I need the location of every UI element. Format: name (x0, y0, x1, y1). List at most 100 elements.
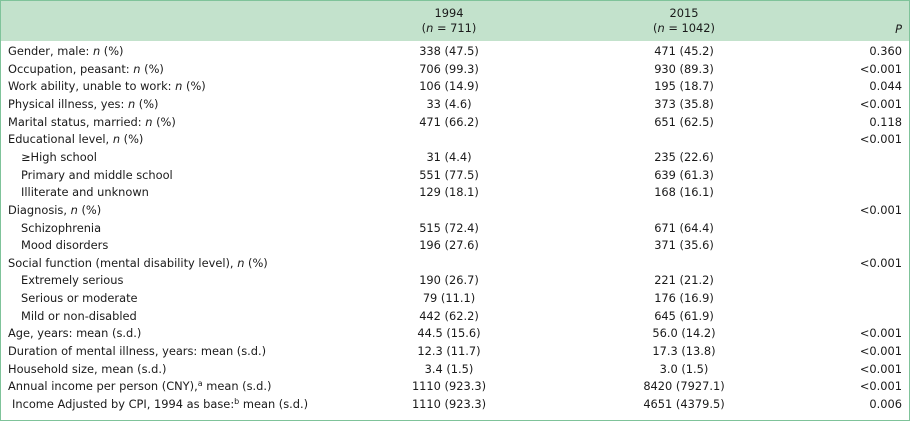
table-row: Gender, male: n (%) 338 (47.5) 471 (45.2) 0… (1, 43, 909, 61)
column-n: (n = 1042) (653, 21, 715, 35)
value-1994: 706 (99.3) (419, 61, 479, 76)
column-header-p: P (895, 22, 902, 36)
table-row: Schizophrenia 515 (72.4) 671 (64.4) (1, 220, 909, 238)
table-row: Income Adjusted by CPI, 1994 as base:b m… (1, 396, 909, 414)
value-2015: 17.3 (13.8) (652, 344, 716, 359)
table-row: Extremely serious 190 (26.7) 221 (21.2) (1, 272, 909, 290)
table-row: Age, years: mean (s.d.) 44.5 (15.6) 56.0 (… (1, 325, 909, 343)
table-row: Physical illness, yes: n (%) 33 (4.6) 373 … (1, 96, 909, 114)
p-value: <0.001 (859, 379, 902, 394)
value-1994: 33 (4.6) (426, 96, 472, 111)
table-row: Household size, mean (s.d.) 3.4 (1.5) 3.0 … (1, 361, 909, 379)
value-2015: 371 (35.6) (654, 238, 714, 253)
table-row: Social function (mental disability level… (1, 255, 909, 273)
value-1994: 338 (47.5) (419, 44, 479, 58)
p-value: <0.001 (859, 132, 902, 147)
row-label: Work ability, unable to work: n (%) (8, 79, 206, 94)
row-label: Household size, mean (s.d.) (8, 361, 167, 376)
row-label: Mood disorders (21, 238, 109, 253)
row-label: Age, years: mean (s.d.) (8, 326, 142, 341)
row-label: Serious or moderate (21, 291, 138, 306)
table-row: Marital status, married: n (%) 471 (66.2)… (1, 114, 909, 132)
row-label: Income Adjusted by CPI, 1994 as base:b m… (12, 397, 309, 411)
value-1994: 196 (27.6) (419, 238, 479, 253)
table-row: Occupation, peasant: n (%) 706 (99.3) 930 … (1, 61, 909, 79)
value-1994: 12.3 (11.7) (417, 344, 481, 359)
row-label: Annual income per person (CNY),a mean (s… (8, 379, 272, 394)
table-row: Duration of mental illness, years: mean … (1, 343, 909, 361)
table-row: Work ability, unable to work: n (%) 106 (… (1, 78, 909, 96)
value-1994: 129 (18.1) (419, 185, 479, 200)
table-row: Annual income per person (CNY),a mean (s… (1, 378, 909, 396)
row-label: Illiterate and unknown (21, 185, 149, 200)
p-value: <0.001 (859, 344, 902, 359)
table-row: Mood disorders 196 (27.6) 371 (35.6) (1, 237, 909, 255)
p-value: 0.118 (869, 114, 902, 129)
column-header-2015: 2015 (n = 1042) (624, 6, 744, 36)
table-header: 1994 (n = 711) 2015 (n = 1042) P (1, 1, 909, 41)
value-1994: 79 (11.1) (422, 291, 476, 306)
row-label: Gender, male: n (%) (8, 44, 124, 58)
value-2015: 4651 (4379.5) (643, 397, 725, 411)
p-value: <0.001 (859, 255, 902, 270)
table-row: Educational level, n (%) <0.001 (1, 131, 909, 149)
row-label: Social function (mental disability level… (8, 255, 268, 270)
table-row: Mild or non-disabled 442 (62.2) 645 (61.9) (1, 308, 909, 326)
row-label: Extremely serious (21, 273, 124, 288)
table-row: Illiterate and unknown 129 (18.1) 168 (16.… (1, 184, 909, 202)
value-1994: 471 (66.2) (419, 114, 479, 129)
p-value: 0.044 (869, 79, 902, 94)
value-1994: 31 (4.4) (426, 149, 472, 164)
value-2015: 235 (22.6) (654, 149, 714, 164)
value-1994: 1110 (923.3) (411, 397, 487, 411)
value-2015: 56.0 (14.2) (652, 326, 716, 341)
table-row: Primary and middle school 551 (77.5) 639 (… (1, 167, 909, 185)
value-2015: 651 (62.5) (654, 114, 714, 129)
table-row: Diagnosis, n (%) <0.001 (1, 202, 909, 220)
p-value: 0.360 (869, 44, 902, 58)
value-1994: 106 (14.9) (419, 79, 479, 94)
column-year: 2015 (669, 6, 699, 20)
value-2015: 195 (18.7) (654, 79, 714, 94)
value-2015: 671 (64.4) (654, 220, 714, 235)
row-label: Duration of mental illness, years: mean … (8, 344, 267, 359)
value-1994: 442 (62.2) (419, 308, 479, 323)
row-label: Occupation, peasant: n (%) (8, 61, 164, 76)
value-2015: 930 (89.3) (654, 61, 714, 76)
value-2015: 3.0 (1.5) (659, 361, 709, 376)
value-2015: 645 (61.9) (654, 308, 714, 323)
column-n: (n = 711) (421, 21, 477, 35)
row-label: Physical illness, yes: n (%) (8, 96, 159, 111)
row-label: Mild or non-disabled (21, 308, 137, 323)
value-1994: 3.4 (1.5) (424, 361, 474, 376)
value-1994: 190 (26.7) (419, 273, 479, 288)
row-label: Marital status, married: n (%) (8, 114, 176, 129)
row-label: ≥High school (21, 149, 97, 164)
value-2015: 373 (35.8) (654, 96, 714, 111)
column-header-1994: 1994 (n = 711) (389, 6, 509, 36)
value-2015: 639 (61.3) (654, 167, 714, 182)
p-value: <0.001 (859, 96, 902, 111)
table-row: Serious or moderate 79 (11.1) 176 (16.9) (1, 290, 909, 308)
table-row: ≥High school 31 (4.4) 235 (22.6) (1, 149, 909, 167)
value-1994: 515 (72.4) (419, 220, 479, 235)
value-2015: 471 (45.2) (654, 44, 714, 58)
p-value: <0.001 (859, 326, 902, 341)
value-2015: 8420 (7927.1) (643, 379, 725, 394)
row-label: Diagnosis, n (%) (8, 202, 102, 217)
value-1994: 1110 (923.3) (411, 379, 487, 394)
value-2015: 221 (21.2) (654, 273, 714, 288)
value-2015: 168 (16.1) (654, 185, 714, 200)
p-value: 0.006 (869, 397, 902, 411)
row-label: Educational level, n (%) (8, 132, 144, 147)
row-label: Primary and middle school (21, 167, 173, 182)
row-label: Schizophrenia (21, 220, 102, 235)
value-1994: 551 (77.5) (419, 167, 479, 182)
value-1994: 44.5 (15.6) (417, 326, 481, 341)
p-value: <0.001 (859, 61, 902, 76)
column-year: 1994 (434, 6, 464, 20)
p-value: <0.001 (859, 202, 902, 217)
p-value: <0.001 (859, 361, 902, 376)
value-2015: 176 (16.9) (654, 291, 714, 306)
